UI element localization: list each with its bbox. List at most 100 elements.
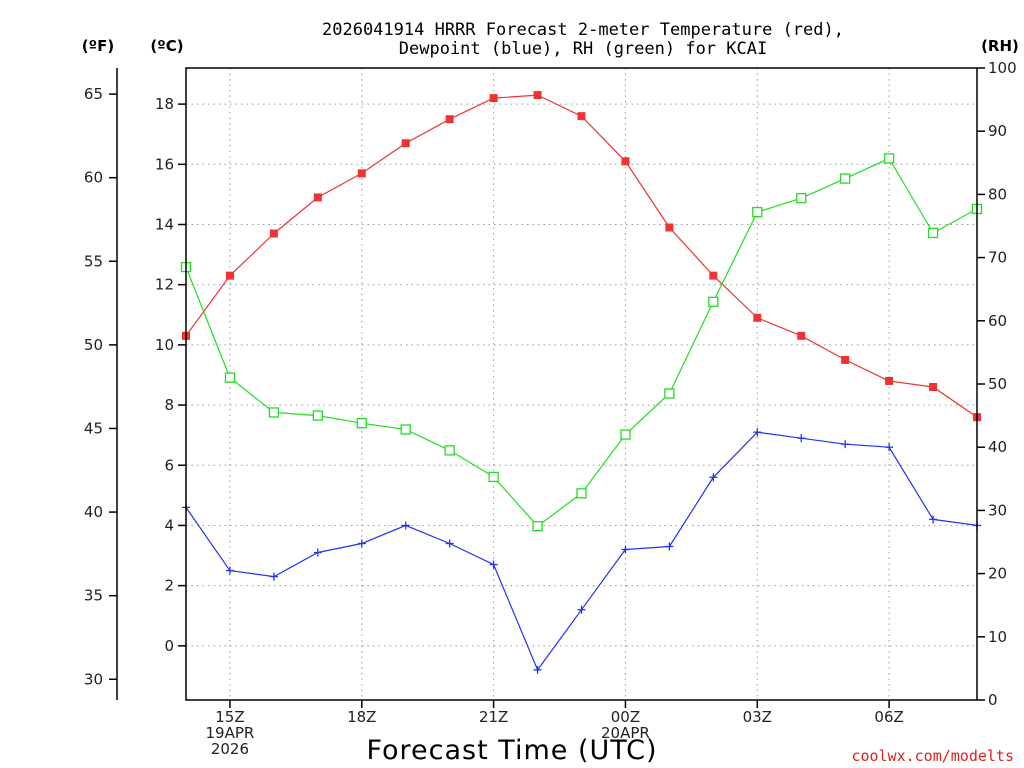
dewpoint-point	[533, 665, 542, 674]
series-layer	[180, 91, 983, 674]
dewpoint-point	[709, 473, 718, 482]
celsius-tick-label: 4	[164, 516, 174, 534]
dewpoint-point	[621, 545, 630, 554]
rh-tick-label: 90	[988, 122, 1007, 140]
dewpoint-point	[885, 443, 894, 452]
dewpoint-point	[929, 515, 938, 524]
time-tick-label: 18Z	[347, 708, 376, 726]
fahrenheit-tick-label: 45	[84, 419, 103, 437]
chart-title-line1: 2026041914 HRRR Forecast 2-meter Tempera…	[322, 20, 844, 40]
celsius-tick-label: 14	[155, 215, 174, 233]
credit-text: coolwx.com/modelts	[851, 747, 1014, 765]
temperature-point	[577, 112, 586, 121]
time-tick-label: 00Z	[611, 708, 640, 726]
temperature-point	[621, 157, 630, 166]
temperature-point	[269, 229, 278, 238]
temperature-point	[533, 91, 542, 100]
celsius-tick-label: 16	[155, 155, 174, 173]
dewpoint-point	[357, 539, 366, 548]
temperature-point	[665, 223, 674, 232]
fahrenheit-tick-label: 35	[84, 587, 103, 605]
temperature-point	[709, 271, 718, 280]
chart-title-line2: Dewpoint (blue), RH (green) for KCAI	[399, 39, 767, 59]
rh-tick-label: 40	[988, 438, 1007, 456]
fahrenheit-tick-label: 30	[84, 670, 103, 688]
rh-point	[708, 296, 719, 307]
fahrenheit-tick-label: 60	[84, 169, 103, 187]
grid-lines	[186, 68, 977, 700]
x-axis-label: Forecast Time (UTC)	[366, 735, 657, 766]
celsius-tick-label: 2	[164, 577, 174, 595]
celsius-axis: 0 2 4 6 8 10 12 14 16 18	[155, 95, 186, 655]
temperature-point	[225, 271, 234, 280]
rh-point	[312, 410, 323, 421]
rh-point	[796, 193, 807, 204]
time-tick-label: 06Z	[874, 708, 903, 726]
celsius-tick-label: 8	[164, 396, 174, 414]
dewpoint-point	[225, 566, 234, 575]
dewpoint-point	[753, 428, 762, 437]
temperature-point	[313, 193, 322, 202]
rh-point	[488, 471, 499, 483]
time-tick-label: 03Z	[743, 708, 772, 726]
temperature-point	[929, 383, 938, 392]
rh-point	[883, 153, 895, 164]
rh-point	[444, 445, 455, 456]
rh-tick-label: 100	[988, 59, 1017, 77]
dewpoint-point	[269, 572, 278, 581]
rh-unit-label: (RH)	[981, 37, 1019, 55]
time-tick-label: 2026	[211, 740, 249, 758]
temperature-point	[841, 355, 850, 364]
celsius-tick-label: 6	[164, 456, 174, 474]
fahrenheit-unit-label: (ºF)	[82, 37, 114, 55]
rh-axis: 0 10 20 30 40 50 60 70 80 90 100	[977, 59, 1017, 709]
celsius-tick-label: 12	[155, 276, 174, 294]
dewpoint-point	[841, 440, 850, 449]
rh-point	[356, 418, 367, 429]
rh-point	[664, 388, 675, 399]
plot-frame	[185, 67, 978, 701]
time-tick-label: 15Z	[215, 708, 244, 726]
dewpoint-line	[185, 431, 978, 672]
time-tick-label: 19APR	[206, 724, 255, 742]
fahrenheit-tick-label: 50	[84, 336, 103, 354]
celsius-unit-label: (ºC)	[150, 37, 183, 55]
temperature-point	[797, 331, 806, 340]
time-tick-label: 21Z	[479, 708, 508, 726]
rh-point	[927, 227, 939, 239]
rh-tick-label: 30	[988, 501, 1007, 519]
dewpoint-point	[577, 605, 586, 614]
rh-tick-label: 0	[988, 691, 998, 709]
rh-point	[400, 424, 411, 435]
rh-point	[840, 173, 851, 184]
rh-tick-label: 70	[988, 249, 1007, 267]
temperature-point	[445, 115, 454, 124]
celsius-tick-label: 10	[155, 336, 174, 354]
temperature-point	[489, 94, 498, 103]
fahrenheit-axis: 30 35 40 45 50 55 60 65	[84, 68, 118, 700]
rh-tick-label: 20	[988, 565, 1007, 583]
temperature-point	[401, 139, 410, 148]
rh-point	[620, 429, 631, 440]
dewpoint-point	[489, 560, 498, 569]
rh-tick-label: 10	[988, 628, 1007, 646]
time-tick-label: 20APR	[601, 724, 650, 742]
temperature-line	[185, 94, 978, 418]
rh-point	[268, 407, 280, 418]
rh-line	[185, 157, 978, 528]
rh-point	[532, 521, 543, 532]
fahrenheit-tick-label: 65	[84, 85, 103, 103]
fahrenheit-tick-label: 40	[84, 503, 103, 521]
rh-tick-label: 80	[988, 185, 1007, 203]
rh-tick-label: 50	[988, 375, 1007, 393]
dewpoint-point	[665, 542, 674, 551]
temperature-point	[753, 313, 762, 322]
celsius-tick-label: 0	[164, 637, 174, 655]
dewpoint-point	[313, 548, 322, 557]
dewpoint-point	[797, 434, 806, 443]
rh-point	[224, 372, 236, 383]
rh-point	[576, 488, 587, 499]
temperature-point	[357, 169, 366, 178]
